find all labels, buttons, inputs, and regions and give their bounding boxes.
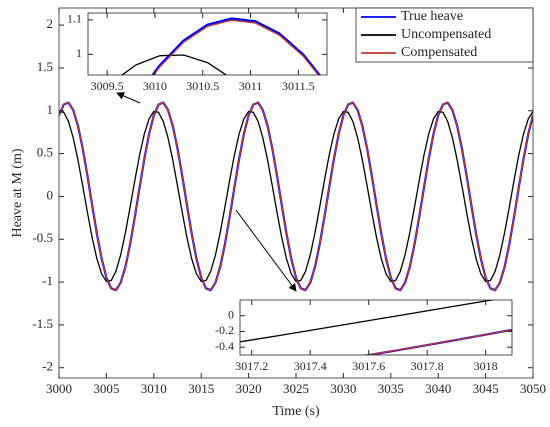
x-tick-label: 3010 xyxy=(141,381,167,396)
series-line xyxy=(121,54,228,75)
x-tick-label: 3017.2 xyxy=(235,359,268,373)
series-line xyxy=(59,101,533,291)
x-tick-label: 3030 xyxy=(330,381,356,396)
series-group xyxy=(59,101,533,292)
x-tick-label: 3010 xyxy=(143,79,167,93)
y-tick-label: 0 xyxy=(47,187,54,202)
y-tick-label: -0.5 xyxy=(32,230,53,245)
y-tick-label: 2 xyxy=(47,16,54,31)
x-tick-label: 3017.8 xyxy=(411,359,444,373)
x-tick-label: 3005 xyxy=(93,381,119,396)
inset-axes: 3009.5 3010 3010.5 3011 3011.5 1 1.1 xyxy=(67,12,328,93)
x-axis-label: Time (s) xyxy=(272,404,320,419)
y-tick-label: -0.4 xyxy=(215,339,234,353)
x-tick-label: 3020 xyxy=(236,381,262,396)
y-tick-label: 1.5 xyxy=(37,59,53,74)
legend-label: True heave xyxy=(401,9,463,24)
y-tick-label: 0.5 xyxy=(37,145,53,160)
y-tick-label: 1.1 xyxy=(67,12,82,26)
y-tick-label: 0 xyxy=(228,307,234,321)
plot-area xyxy=(88,13,327,75)
x-tick-label: 3018 xyxy=(474,359,498,373)
x-tick-label: 3015 xyxy=(188,381,214,396)
y-tick-label: 1 xyxy=(76,46,82,60)
x-tick-label: 3017.4 xyxy=(294,359,327,373)
plot-area xyxy=(240,300,512,355)
x-tick-label: 3035 xyxy=(378,381,404,396)
y-tick-label: -0.2 xyxy=(215,323,234,337)
series-group xyxy=(121,17,321,75)
arrow xyxy=(116,92,141,104)
inset-axes: 3017.2 3017.4 3017.6 3017.8 3018 -0.4 -0.2 0 xyxy=(215,299,513,373)
legend-label: Compensated xyxy=(401,45,477,60)
axes-frame xyxy=(58,7,534,379)
x-tick-label: 3011 xyxy=(239,79,263,93)
x-tick-label: 3017.6 xyxy=(352,359,385,373)
x-tick-label: 3045 xyxy=(473,381,499,396)
x-tick-label: 3011.5 xyxy=(282,79,315,93)
x-tick-label: 3025 xyxy=(283,381,309,396)
legend-label: Uncompensated xyxy=(401,27,491,42)
series-line xyxy=(151,17,321,75)
y-tick-label: -1 xyxy=(42,273,53,288)
series-line xyxy=(240,300,496,343)
arrow xyxy=(235,209,297,292)
x-tick-label: 3009.5 xyxy=(91,79,124,93)
x-tick-label: 3040 xyxy=(425,381,451,396)
y-tick-label: -1.5 xyxy=(32,316,53,331)
series-line xyxy=(153,19,320,75)
series-line xyxy=(59,110,533,283)
y-axis-label: Heave at M (m) xyxy=(10,148,25,237)
y-tick-label: -2 xyxy=(42,359,53,374)
x-tick-label: 3050 xyxy=(520,381,546,396)
x-tick-label: 3010.5 xyxy=(186,79,219,93)
x-tick-label: 3000 xyxy=(46,381,72,396)
axes-frame xyxy=(87,12,328,76)
axes-frame xyxy=(239,299,513,356)
y-tick-label: 1 xyxy=(47,102,54,117)
